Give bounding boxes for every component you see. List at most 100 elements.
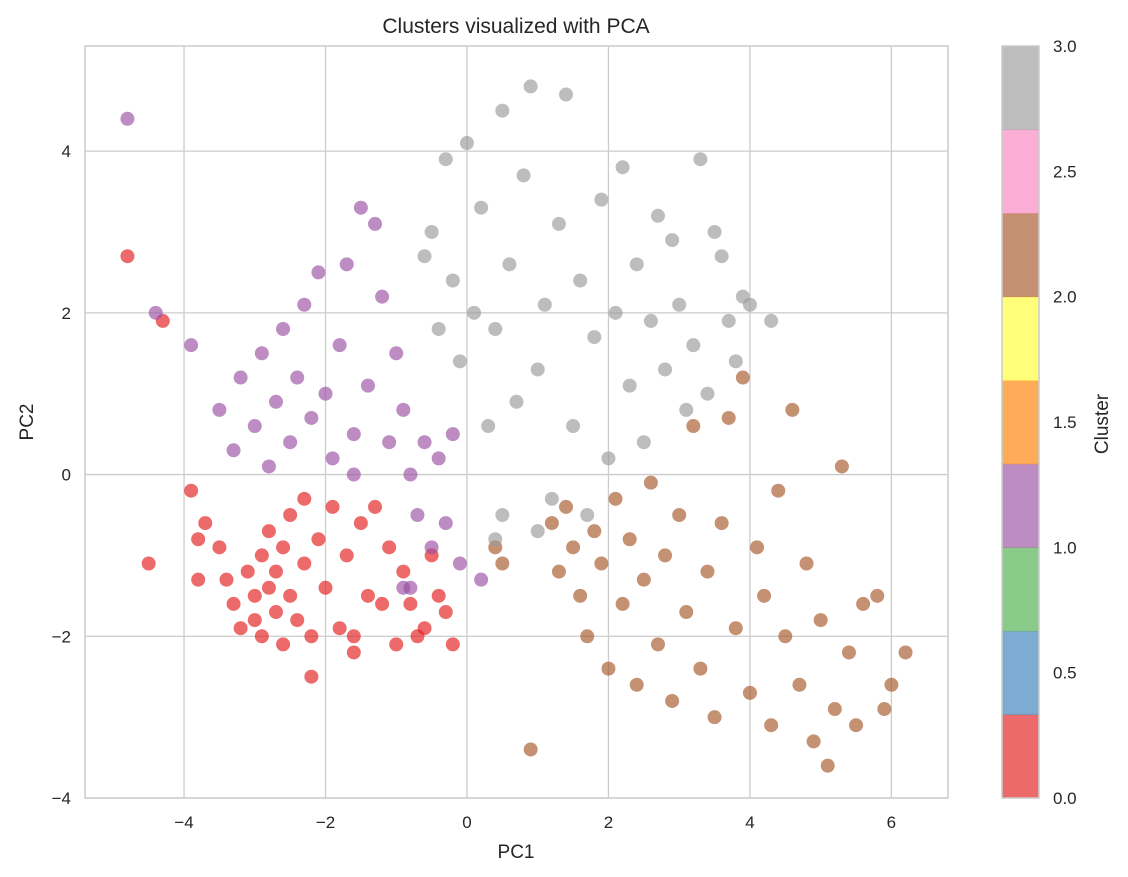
- data-point-cluster-3: [417, 249, 432, 264]
- data-point-cluster-3: [431, 322, 446, 337]
- data-point-cluster-1: [184, 338, 199, 353]
- data-point-cluster-3: [459, 136, 474, 151]
- data-point-cluster-2: [799, 556, 814, 571]
- data-point-cluster-3: [679, 402, 694, 417]
- data-point-cluster-2: [594, 556, 609, 571]
- data-point-cluster-0: [240, 564, 255, 579]
- colorbar-segment: [1002, 380, 1039, 465]
- data-point-cluster-0: [403, 596, 418, 611]
- data-point-cluster-3: [495, 103, 510, 118]
- data-point-cluster-1: [247, 419, 262, 434]
- data-point-cluster-0: [346, 629, 361, 644]
- data-point-cluster-0: [389, 637, 404, 652]
- data-point-cluster-1: [403, 467, 418, 482]
- data-point-cluster-2: [856, 596, 871, 611]
- data-point-cluster-2: [658, 548, 673, 563]
- data-point-cluster-2: [870, 588, 885, 603]
- data-point-cluster-1: [431, 451, 446, 466]
- colorbar-segment: [1002, 630, 1039, 715]
- data-point-cluster-0: [212, 540, 227, 555]
- data-point-cluster-0: [254, 548, 269, 563]
- data-point-cluster-0: [276, 637, 291, 652]
- data-point-cluster-0: [431, 588, 446, 603]
- data-point-cluster-0: [120, 249, 135, 264]
- data-point-cluster-2: [559, 499, 574, 514]
- data-point-cluster-3: [707, 224, 722, 239]
- data-point-cluster-3: [693, 152, 708, 167]
- data-point-cluster-3: [537, 297, 552, 312]
- colorbar-segment: [1002, 296, 1039, 381]
- data-point-cluster-1: [148, 305, 163, 320]
- data-point-cluster-2: [764, 718, 779, 733]
- data-point-cluster-3: [530, 362, 545, 377]
- data-point-cluster-2: [778, 629, 793, 644]
- data-point-cluster-0: [297, 491, 312, 506]
- data-point-cluster-0: [261, 580, 276, 595]
- data-point-cluster-0: [438, 605, 453, 620]
- data-point-cluster-2: [636, 572, 651, 587]
- x-tick-label: −2: [316, 813, 335, 832]
- data-point-cluster-1: [226, 443, 241, 458]
- data-point-cluster-3: [650, 208, 665, 223]
- data-point-cluster-2: [580, 629, 595, 644]
- data-point-cluster-0: [219, 572, 234, 587]
- data-point-cluster-2: [573, 588, 588, 603]
- data-point-cluster-0: [290, 613, 305, 628]
- data-point-cluster-0: [268, 605, 283, 620]
- data-point-cluster-0: [261, 524, 276, 539]
- colorbar-tick-labels: 0.0 0.5 1.0 1.5 2.0 2.5 3.0: [1053, 37, 1077, 808]
- colorbar-tick-label: 2.0: [1053, 288, 1077, 307]
- data-point-cluster-2: [884, 677, 899, 692]
- colorbar: [1002, 46, 1039, 799]
- data-point-cluster-2: [700, 564, 715, 579]
- data-point-cluster-2: [735, 370, 750, 385]
- x-tick-label: 2: [604, 813, 613, 832]
- data-point-cluster-2: [813, 613, 828, 628]
- data-point-cluster-3: [452, 354, 467, 369]
- colorbar-label: Cluster: [1092, 393, 1113, 454]
- data-point-cluster-3: [488, 532, 503, 547]
- data-point-cluster-1: [268, 394, 283, 409]
- data-point-cluster-0: [141, 556, 156, 571]
- x-tick-labels: −4 −2 0 2 4 6: [174, 813, 896, 832]
- data-point-cluster-3: [438, 152, 453, 167]
- data-point-cluster-0: [304, 669, 319, 684]
- data-point-cluster-0: [311, 532, 326, 547]
- data-point-cluster-1: [382, 435, 397, 450]
- data-point-cluster-0: [368, 499, 383, 514]
- data-point-cluster-1: [424, 540, 439, 555]
- colorbar-tick-label: 1.0: [1053, 538, 1077, 557]
- colorbar-frame: [1001, 45, 1040, 799]
- x-tick-label: −4: [174, 813, 193, 832]
- data-point-cluster-1: [297, 297, 312, 312]
- data-point-cluster-1: [276, 322, 291, 337]
- data-point-cluster-3: [467, 305, 482, 320]
- data-point-cluster-2: [608, 491, 623, 506]
- data-point-cluster-1: [410, 507, 425, 522]
- data-point-cluster-1: [304, 410, 319, 425]
- data-point-cluster-0: [283, 588, 298, 603]
- data-point-cluster-1: [417, 435, 432, 450]
- data-point-cluster-2: [834, 459, 849, 474]
- data-point-cluster-1: [353, 200, 368, 215]
- data-point-cluster-0: [247, 613, 262, 628]
- data-point-cluster-2: [771, 483, 786, 498]
- data-point-cluster-1: [389, 346, 404, 361]
- data-point-cluster-2: [495, 556, 510, 571]
- data-point-cluster-0: [346, 645, 361, 660]
- data-point-cluster-0: [353, 516, 368, 531]
- data-point-cluster-0: [254, 629, 269, 644]
- data-point-cluster-2: [587, 524, 602, 539]
- data-point-cluster-3: [481, 419, 496, 434]
- data-point-cluster-1: [254, 346, 269, 361]
- data-point-cluster-0: [198, 516, 213, 531]
- y-axis-label: PC2: [17, 404, 38, 441]
- data-point-cluster-3: [764, 313, 779, 328]
- data-point-cluster-3: [580, 507, 595, 522]
- data-point-cluster-3: [672, 297, 687, 312]
- data-point-cluster-2: [849, 718, 864, 733]
- data-point-cluster-3: [509, 394, 524, 409]
- data-point-cluster-3: [445, 273, 460, 288]
- data-point-cluster-1: [474, 572, 489, 587]
- data-point-cluster-2: [672, 507, 687, 522]
